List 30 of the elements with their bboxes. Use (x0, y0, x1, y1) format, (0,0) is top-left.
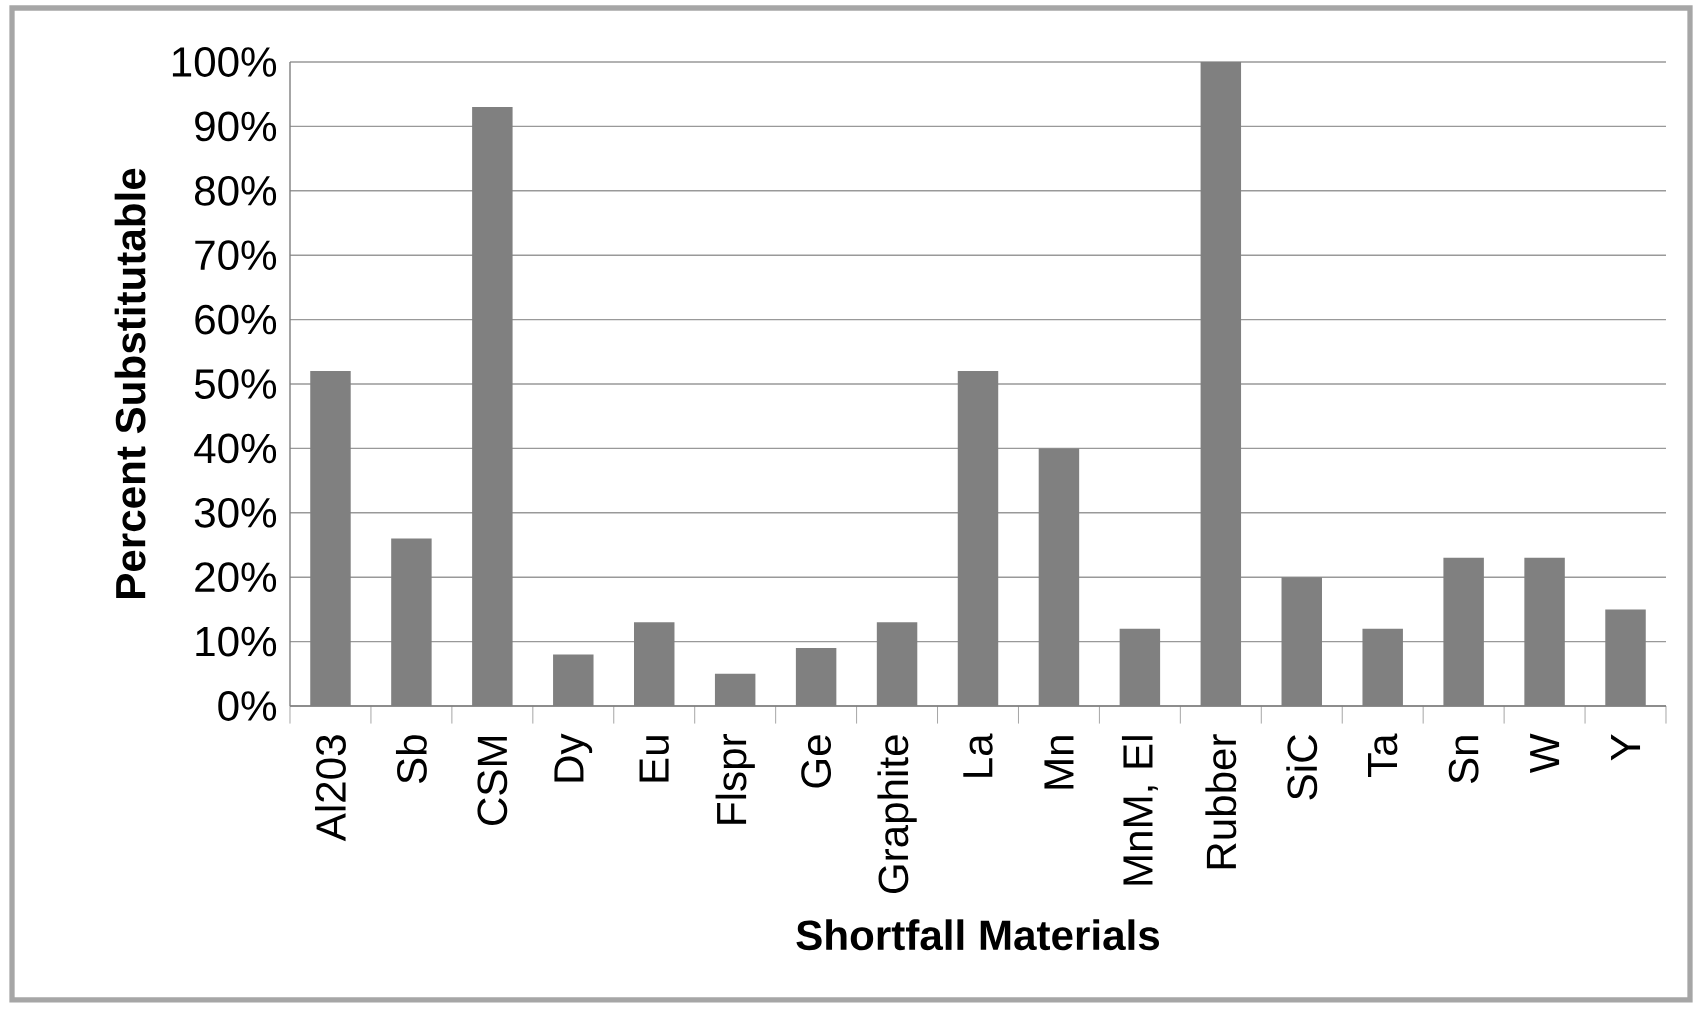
y-tick-label: 80% (194, 175, 277, 206)
y-tick-label: 60% (195, 304, 277, 335)
y-axis-title: Percent Substitutable (114, 168, 146, 598)
x-tick-label: W (1530, 733, 1560, 774)
y-tick-label: 70% (195, 240, 277, 271)
x-tick-label: MnM, El (1121, 736, 1158, 885)
y-tick-label: 50% (194, 369, 277, 399)
y-tick-label: 30% (194, 497, 277, 528)
x-axis-title: Shortfall Materials (796, 919, 1160, 951)
x-tick-label: CSM (477, 736, 508, 825)
x-tick-label: Flspr (715, 734, 755, 824)
x-tick-label: Sn (1448, 736, 1479, 784)
y-tick-label: 0% (218, 691, 277, 721)
x-tick-label: Sb (395, 735, 427, 784)
y-tick-label: 100% (172, 47, 277, 77)
x-tick-label: SiC (1286, 735, 1318, 800)
x-tick-label: Ge (801, 735, 832, 788)
x-tick-label: Eu (639, 736, 669, 782)
y-tick-label: 20% (195, 562, 277, 593)
y-tick-label: 90% (195, 111, 277, 142)
x-tick-label: Graphite (877, 735, 917, 894)
x-tick-label: Rubber (1205, 734, 1237, 869)
x-tick-label: Ta (1368, 733, 1398, 778)
x-tick-label: Al203 (315, 735, 346, 842)
x-tick-label: Mn (1044, 736, 1074, 789)
x-tick-label: Y (1611, 734, 1641, 761)
x-tick-label: La (963, 733, 993, 777)
y-tick-label: 10% (196, 626, 277, 657)
x-tick-label: Dy (554, 733, 593, 782)
y-tick-label: 40% (194, 433, 277, 464)
